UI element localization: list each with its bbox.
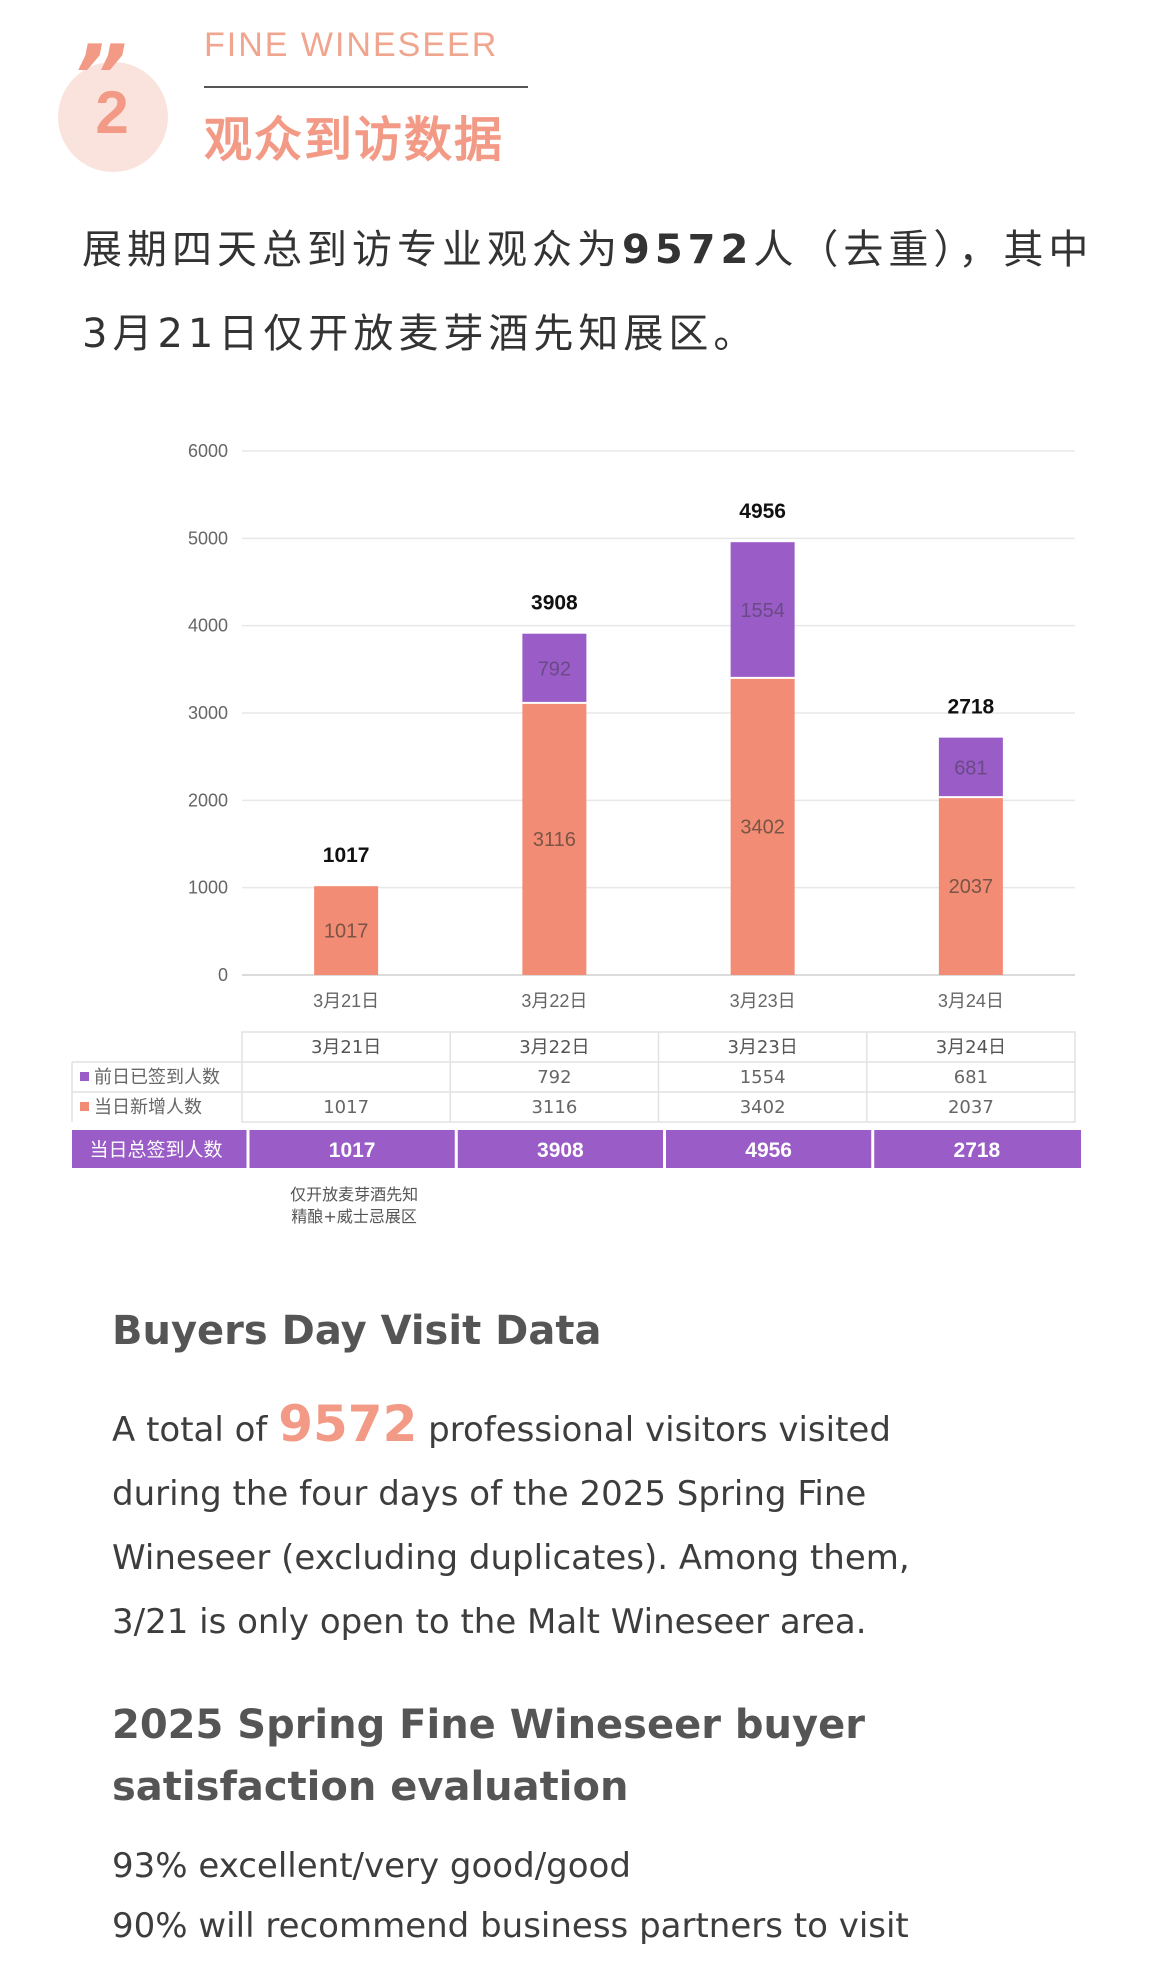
bar-prev-label: 681 [954,757,987,779]
table-row-label: 当日新增人数 [94,1097,202,1118]
table-cell: 3116 [531,1097,577,1118]
bar-total-label: 1017 [323,844,370,867]
stat-excellent: 93% excellent/very good/good [112,1846,631,1886]
header-divider [204,86,528,88]
table-cell: 2037 [948,1097,994,1118]
chart-gridlines [242,450,1075,976]
table-cell: 681 [954,1067,988,1088]
satisfaction-heading: 2025 Spring Fine Wineseer buyer satisfac… [112,1702,865,1810]
y-tick-label: 6000 [188,441,228,461]
legend-swatch [80,1102,89,1111]
y-tick-label: 3000 [188,703,228,723]
bar-prev-visitors [522,633,587,703]
x-tick-label: 3月23日 [730,991,796,1011]
bar-new-visitors [314,886,379,975]
intro-text-1: 展期四天总到访专业观众为 [82,227,622,273]
y-axis-ticks: 0 1000 2000 3000 4000 5000 6000 [188,441,228,985]
table-cell: 792 [537,1067,571,1088]
table-header-cell: 3月24日 [936,1037,1006,1058]
bar-prev-visitors [730,542,795,678]
total-row-cell: 3908 [537,1139,584,1162]
x-tick-label: 3月24日 [938,991,1004,1011]
quote-mark-icon: ” [72,27,128,127]
bar-prev-label: 1554 [740,600,785,622]
table-header-cell: 3月22日 [519,1037,589,1058]
english-heading: Buyers Day Visit Data [112,1308,602,1354]
total-row-cell: 2718 [954,1139,1001,1162]
y-tick-label: 0 [218,965,228,985]
bar-new-label: 3116 [533,829,576,851]
section-number: 2 [95,79,129,146]
chart-bars: 1017 1017 3116 792 3908 3402 1554 4956 2037 681 27… [314,500,1003,975]
bar-new-visitors [938,797,1003,975]
table-cell: 1017 [323,1097,369,1118]
table-header-cell: 3月21日 [311,1037,381,1058]
x-tick-label: 3月21日 [313,991,379,1011]
table-header-cell: 3月23日 [727,1037,797,1058]
english-total-number: 9572 [278,1395,418,1453]
bar-new-visitors [522,702,587,975]
intro-text-2: 人（去重），其中3月21日仅开放麦芽酒先知展区。 [82,227,1094,357]
english-text-1: A total of [112,1410,279,1450]
bar-prev-visitors [938,737,1003,798]
footnote-line: 仅开放麦芽酒先知 [290,1185,418,1204]
bar-new-label: 2037 [949,876,994,898]
table-cell: 3402 [740,1097,786,1118]
english-paragraph: A total of 9572 professional visitors vi… [112,1392,972,1654]
intro-total-number: 9572 [622,227,754,273]
bar-total-label: 3908 [531,592,578,615]
bar-new-visitors [730,677,795,975]
x-tick-label: 3月22日 [521,991,587,1011]
bar-prev-label: 792 [538,658,571,680]
stat-recommend: 90% will recommend business partners to … [112,1906,909,1946]
total-row-bg [72,1130,1081,1168]
table-cell: 1554 [740,1067,786,1088]
y-tick-label: 4000 [188,616,228,636]
bar-new-label: 1017 [324,921,369,943]
brand-name: FINE WINESEER [204,26,499,64]
bar-total-label: 4956 [739,500,786,523]
x-axis-labels: 3月21日 3月22日 3月23日 3月24日 [313,991,1004,1011]
english-text-2: professional visitors visited during the… [112,1410,910,1642]
total-row-cell: 4956 [745,1139,792,1162]
total-row-label: 当日总签到人数 [89,1139,222,1161]
footnote-line: 精酿+威士忌展区 [291,1207,416,1226]
section-title: 观众到访数据 [204,112,505,168]
visitor-chart: 0 1000 2000 3000 4000 5000 6000 1017 1017 3116 79… [71,441,1081,1226]
y-tick-label: 1000 [188,878,228,898]
intro-paragraph: 展期四天总到访专业观众为9572人（去重），其中3月21日仅开放麦芽酒先知展区。 [82,208,1102,376]
bar-total-label: 2718 [948,696,995,719]
y-tick-label: 2000 [188,790,228,810]
total-row-cell: 1017 [329,1139,376,1162]
table-row-label: 前日已签到人数 [94,1067,220,1088]
section-badge-circle [58,62,168,172]
bar-new-label: 3402 [740,816,785,838]
y-tick-label: 5000 [188,528,228,548]
legend-swatch [80,1072,89,1081]
